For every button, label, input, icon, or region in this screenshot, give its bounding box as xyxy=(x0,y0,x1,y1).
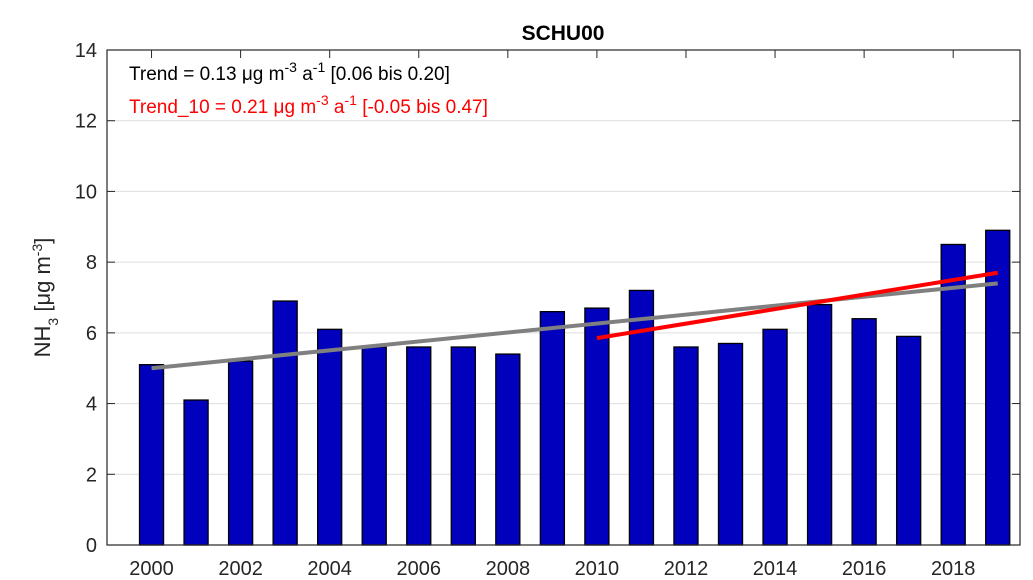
plot-frame xyxy=(106,49,1021,546)
annotation: Trend_10 = 0.21 μg m-3 a-1 [-0.05 bis 0.… xyxy=(129,92,488,118)
bar xyxy=(806,303,833,546)
x-tick-label: 2004 xyxy=(307,558,352,580)
x-tick-label: 2012 xyxy=(664,558,709,580)
bar xyxy=(183,399,209,546)
x-tick-label: 2000 xyxy=(129,558,174,580)
x-tick-label: 2014 xyxy=(753,558,798,580)
trend-line xyxy=(596,270,999,341)
text-part: -1 xyxy=(313,59,326,75)
text-part: -3 xyxy=(29,244,45,257)
bar xyxy=(940,243,966,546)
y-tick-label: 0 xyxy=(86,535,97,557)
text-part: [0.06 bis 0.20] xyxy=(325,64,450,85)
bar xyxy=(673,346,699,546)
text-part: -3 xyxy=(284,59,297,75)
text-part: -1 xyxy=(344,92,357,108)
bar xyxy=(985,229,1011,546)
bar xyxy=(361,346,387,546)
bar xyxy=(227,360,254,546)
y-tick-label: 8 xyxy=(86,252,97,274)
bar xyxy=(450,346,476,546)
y-tick-label: 2 xyxy=(86,464,97,486)
x-tick-label: 2010 xyxy=(575,558,620,580)
bar xyxy=(272,300,298,546)
text-part: Trend = 0.13 μg m xyxy=(129,64,284,85)
text-part: -3 xyxy=(316,92,329,108)
y-axis-label: NH3 [μg m-3] xyxy=(29,238,61,358)
bar xyxy=(851,318,877,546)
text-part: a xyxy=(297,64,313,85)
bar xyxy=(539,310,566,546)
bar xyxy=(762,328,788,546)
bar xyxy=(584,307,610,546)
bar xyxy=(138,364,165,546)
x-tick-label: 2016 xyxy=(842,558,887,580)
y-tick-label: 12 xyxy=(75,111,97,133)
text-part: ] xyxy=(30,238,55,244)
y-tick-label: 6 xyxy=(86,323,97,345)
text-part: [-0.05 bis 0.47] xyxy=(357,97,488,118)
annotation: Trend = 0.13 μg m-3 a-1 [0.06 bis 0.20] xyxy=(129,59,450,85)
bar xyxy=(495,353,521,546)
x-tick-label: 2018 xyxy=(931,558,976,580)
bar xyxy=(317,328,343,546)
x-tick-label: 2008 xyxy=(486,558,531,580)
bar xyxy=(406,346,432,546)
text-part: NH xyxy=(30,326,55,358)
text-part: Trend_10 = 0.21 μg m xyxy=(129,97,316,118)
chart-title: SCHU00 xyxy=(522,22,605,45)
bar xyxy=(895,335,922,546)
text-part: a xyxy=(329,97,345,118)
text-part: [μg m xyxy=(30,256,55,318)
y-tick-label: 4 xyxy=(86,394,97,416)
y-tick-label: 10 xyxy=(75,181,97,203)
text-part: 3 xyxy=(45,318,61,326)
bar xyxy=(717,342,744,546)
y-tick-label: 14 xyxy=(75,40,97,62)
x-tick-label: 2006 xyxy=(397,558,442,580)
x-tick-label: 2002 xyxy=(218,558,263,580)
